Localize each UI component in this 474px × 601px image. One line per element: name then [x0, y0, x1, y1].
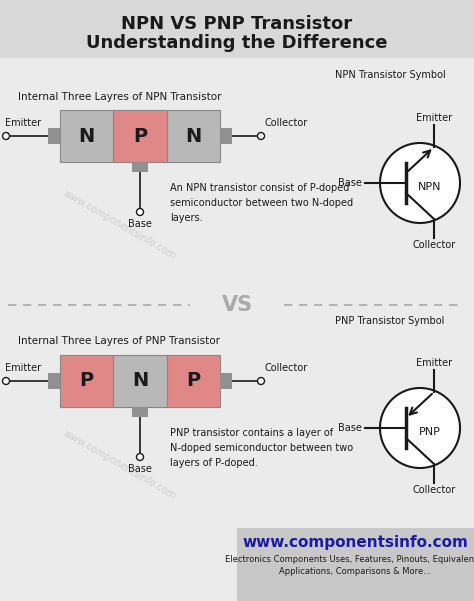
Text: P: P — [80, 371, 94, 391]
FancyBboxPatch shape — [113, 355, 167, 407]
Text: Collector: Collector — [265, 118, 308, 128]
Text: NPN Transistor Symbol: NPN Transistor Symbol — [335, 70, 446, 80]
Text: Collector: Collector — [265, 363, 308, 373]
Text: Base: Base — [128, 219, 152, 229]
Circle shape — [257, 377, 264, 385]
Circle shape — [2, 377, 9, 385]
FancyBboxPatch shape — [48, 128, 60, 144]
Text: PNP: PNP — [419, 427, 441, 437]
Text: N: N — [185, 126, 201, 145]
Text: Base: Base — [338, 423, 362, 433]
Text: N: N — [132, 371, 148, 391]
Text: PNP transistor contains a layer of
N-doped semiconductor between two
layers of P: PNP transistor contains a layer of N-dop… — [170, 428, 353, 468]
Circle shape — [380, 143, 460, 223]
Text: www.componentsinfo.com: www.componentsinfo.com — [62, 189, 178, 261]
FancyBboxPatch shape — [132, 407, 148, 417]
FancyBboxPatch shape — [0, 0, 474, 58]
FancyBboxPatch shape — [48, 373, 60, 389]
FancyBboxPatch shape — [237, 528, 474, 601]
Text: An NPN transistor consist of P-doped
semiconductor between two N-doped
layers.: An NPN transistor consist of P-doped sem… — [170, 183, 353, 222]
FancyBboxPatch shape — [167, 355, 220, 407]
Text: Collector: Collector — [412, 240, 456, 250]
Text: www.componentsinfo.com: www.componentsinfo.com — [62, 429, 178, 501]
Text: NPN: NPN — [418, 182, 442, 192]
Circle shape — [137, 454, 144, 460]
Text: Base: Base — [338, 178, 362, 188]
Text: NPN VS PNP Transistor: NPN VS PNP Transistor — [121, 15, 353, 33]
Text: Understanding the Difference: Understanding the Difference — [86, 34, 388, 52]
Text: Base: Base — [128, 464, 152, 474]
Circle shape — [380, 388, 460, 468]
FancyBboxPatch shape — [132, 162, 148, 172]
Text: P: P — [133, 126, 147, 145]
Text: Emitter: Emitter — [416, 113, 452, 123]
Text: Collector: Collector — [412, 485, 456, 495]
Text: www.componentsinfo.com: www.componentsinfo.com — [242, 535, 468, 550]
FancyBboxPatch shape — [60, 110, 113, 162]
Text: VS: VS — [221, 295, 253, 315]
Text: Electronics Components Uses, Features, Pinouts, Equivalents,
Applications, Compa: Electronics Components Uses, Features, P… — [225, 555, 474, 576]
FancyBboxPatch shape — [220, 128, 232, 144]
Text: Emitter: Emitter — [416, 358, 452, 368]
Text: Internal Three Layres of PNP Transistor: Internal Three Layres of PNP Transistor — [18, 336, 220, 346]
Text: N: N — [79, 126, 95, 145]
Text: PNP Transistor Symbol: PNP Transistor Symbol — [335, 316, 445, 326]
Text: Emitter: Emitter — [5, 118, 41, 128]
Text: P: P — [186, 371, 201, 391]
Circle shape — [257, 132, 264, 139]
Text: Internal Three Layres of NPN Transistor: Internal Three Layres of NPN Transistor — [18, 92, 221, 102]
Text: Emitter: Emitter — [5, 363, 41, 373]
FancyBboxPatch shape — [220, 373, 232, 389]
Circle shape — [2, 132, 9, 139]
FancyBboxPatch shape — [60, 355, 113, 407]
Circle shape — [137, 209, 144, 216]
FancyBboxPatch shape — [167, 110, 220, 162]
FancyBboxPatch shape — [113, 110, 167, 162]
